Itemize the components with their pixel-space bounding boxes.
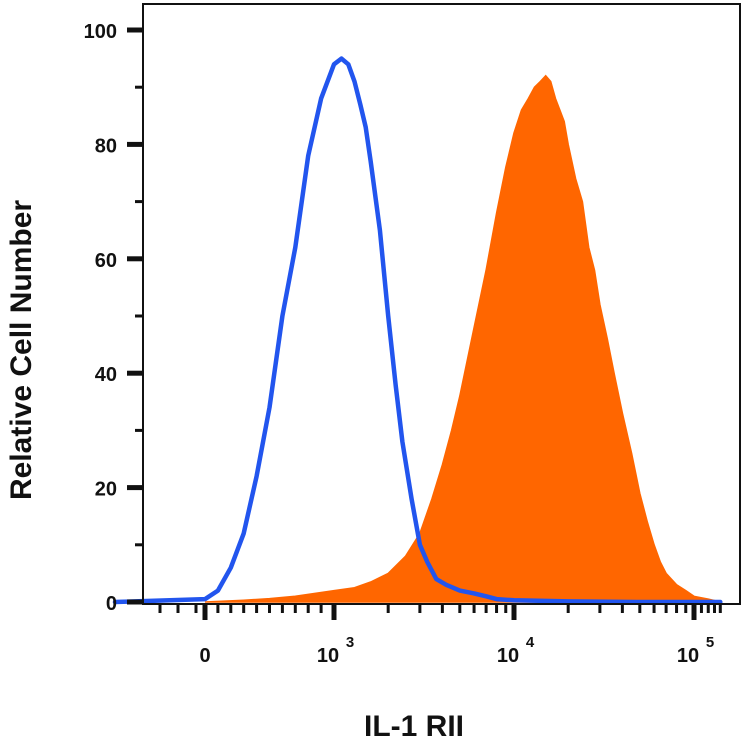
- filled-histogram-series: [204, 74, 721, 603]
- y-tick-label: 20: [95, 479, 117, 501]
- x-tick-exponent: 5: [706, 634, 714, 651]
- x-tick-exponent: 4: [526, 634, 535, 651]
- x-tick-label: 10: [317, 645, 339, 667]
- outline-histogram-series: [112, 56, 723, 605]
- axes: 0 20 40 60 80 100 0 10 3 10 4 10 5: [84, 3, 741, 667]
- y-tick-label: 100: [84, 21, 117, 43]
- plot-area: [112, 56, 723, 605]
- y-axis-title: Relative Cell Number: [5, 200, 38, 500]
- x-tick-label: 0: [199, 645, 210, 667]
- y-tick-label: 40: [95, 364, 117, 386]
- y-tick-label: 60: [95, 250, 117, 272]
- x-tick-exponent: 3: [346, 634, 354, 651]
- y-tick-label: 0: [106, 593, 117, 615]
- y-tick-label: 80: [95, 135, 117, 157]
- x-tick-label: 10: [677, 645, 699, 667]
- x-axis-title: IL-1 RII: [364, 710, 464, 743]
- x-tick-label: 10: [497, 645, 519, 667]
